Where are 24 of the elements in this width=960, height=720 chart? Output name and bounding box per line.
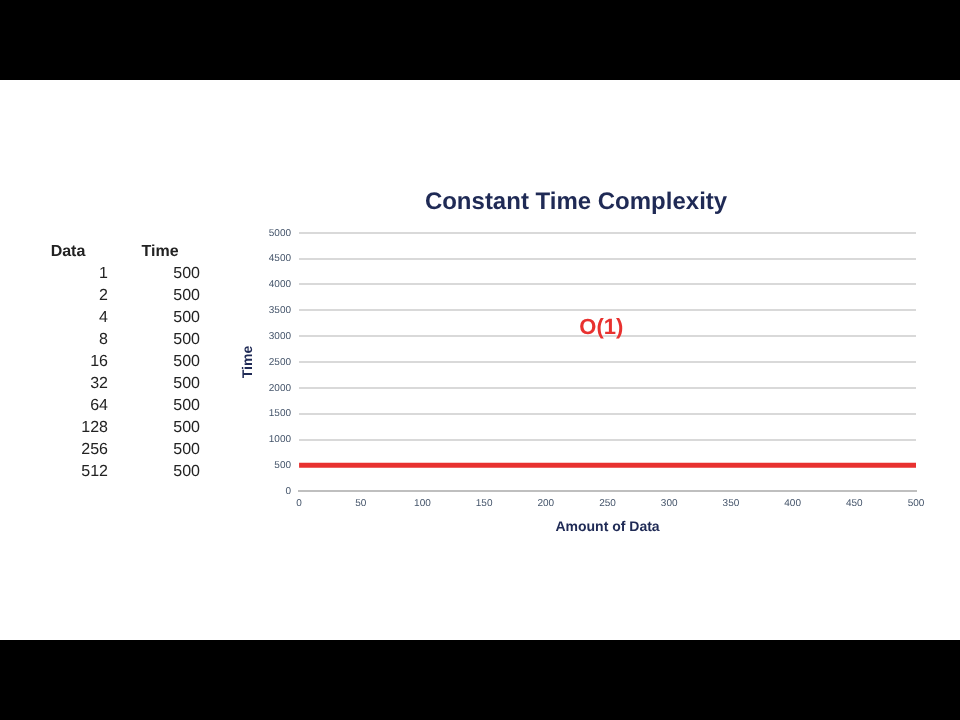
text: 500 <box>171 306 200 328</box>
text: 2 <box>97 284 108 306</box>
text: 500 <box>171 328 200 350</box>
text: 500 <box>171 416 200 438</box>
text: 500 <box>171 284 200 306</box>
text: 500 <box>171 394 200 416</box>
text: 500 <box>171 372 200 394</box>
text: 500 <box>171 262 200 284</box>
text: 16 <box>88 350 108 372</box>
text: 500 <box>171 460 200 482</box>
text: 64 <box>88 394 108 416</box>
text: 8 <box>97 328 108 350</box>
text: Time <box>139 240 181 262</box>
text: 512 <box>79 460 108 482</box>
text: 4 <box>97 306 108 328</box>
text: 500 <box>171 438 200 460</box>
text: Data <box>48 240 88 262</box>
text: 500 <box>171 350 200 372</box>
text: 32 <box>88 372 108 394</box>
chart-title: Constant Time Complexity <box>424 187 728 216</box>
text: 256 <box>79 438 108 460</box>
text: 1 <box>97 262 108 284</box>
text: 128 <box>79 416 108 438</box>
annotation: O(1) <box>579 316 625 341</box>
